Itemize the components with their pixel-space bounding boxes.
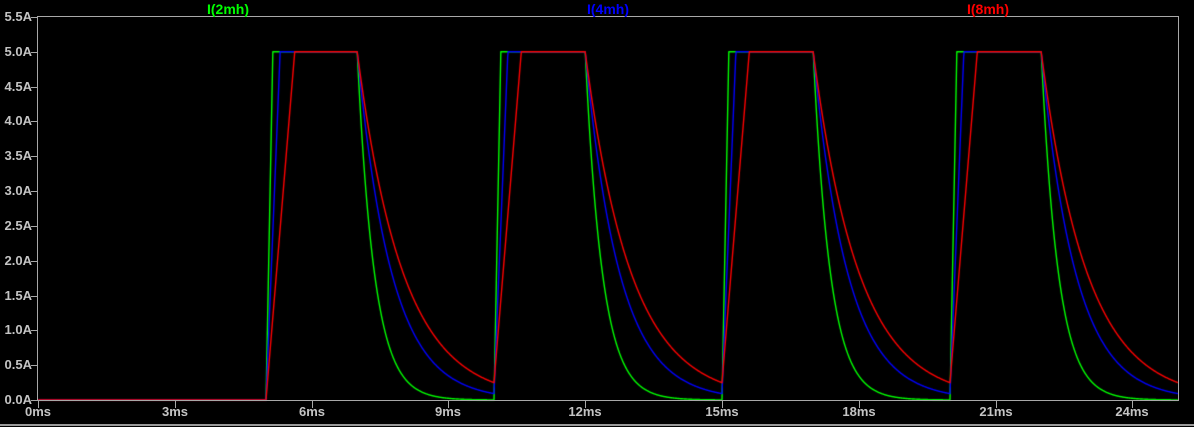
pane-bottom-frame <box>0 424 1194 426</box>
y-axis-label: 3.5A <box>4 148 32 163</box>
x-axis-tick <box>448 401 449 408</box>
y-axis-tick <box>31 17 37 18</box>
y-axis-tick <box>31 365 37 366</box>
x-axis-label: 3ms <box>161 404 189 419</box>
legend-item-i4mh[interactable]: I(4mh) <box>587 1 629 17</box>
y-axis-label: 2.0A <box>4 253 32 268</box>
y-axis-tick <box>31 52 37 53</box>
x-axis-label: 9ms <box>434 404 462 419</box>
y-axis-label: 3.0A <box>4 183 32 198</box>
y-axis-label: 0.0A <box>4 392 32 407</box>
y-axis-label: 4.5A <box>4 79 32 94</box>
y-axis-label: 5.0A <box>4 44 32 59</box>
y-axis-tick <box>31 156 37 157</box>
x-axis-label: 15ms <box>705 404 739 419</box>
y-axis-tick <box>31 121 37 122</box>
legend-item-i8mh[interactable]: I(8mh) <box>967 1 1009 17</box>
y-axis-tick <box>31 87 37 88</box>
y-axis-tick <box>31 261 37 262</box>
y-axis-label: 0.5A <box>4 357 32 372</box>
y-axis-label: 4.0A <box>4 113 32 128</box>
x-axis-label: 24ms <box>1115 404 1149 419</box>
x-axis-tick <box>38 401 39 408</box>
x-axis-label: 12ms <box>568 404 602 419</box>
x-axis-tick <box>859 401 860 408</box>
x-axis-tick <box>722 401 723 408</box>
y-axis-tick <box>31 330 37 331</box>
y-axis-label: 1.5A <box>4 288 32 303</box>
y-axis-tick <box>31 191 37 192</box>
y-axis-label: 5.5A <box>4 9 32 24</box>
legend-item-i2mh[interactable]: I(2mh) <box>207 1 249 17</box>
x-axis-tick <box>996 401 997 408</box>
plot-border-box <box>37 16 1179 401</box>
x-axis-tick <box>312 401 313 408</box>
y-axis-label: 2.5A <box>4 218 32 233</box>
x-axis-tick <box>585 401 586 408</box>
x-axis-tick <box>1132 401 1133 408</box>
x-axis-tick <box>175 401 176 408</box>
x-axis-label: 6ms <box>298 404 326 419</box>
y-axis-tick <box>31 226 37 227</box>
x-axis-label: 21ms <box>979 404 1013 419</box>
x-axis-label: 0ms <box>24 404 52 419</box>
x-axis-label: 18ms <box>842 404 876 419</box>
y-axis-tick <box>31 296 37 297</box>
y-axis-tick <box>31 400 37 401</box>
y-axis-label: 1.0A <box>4 322 32 337</box>
